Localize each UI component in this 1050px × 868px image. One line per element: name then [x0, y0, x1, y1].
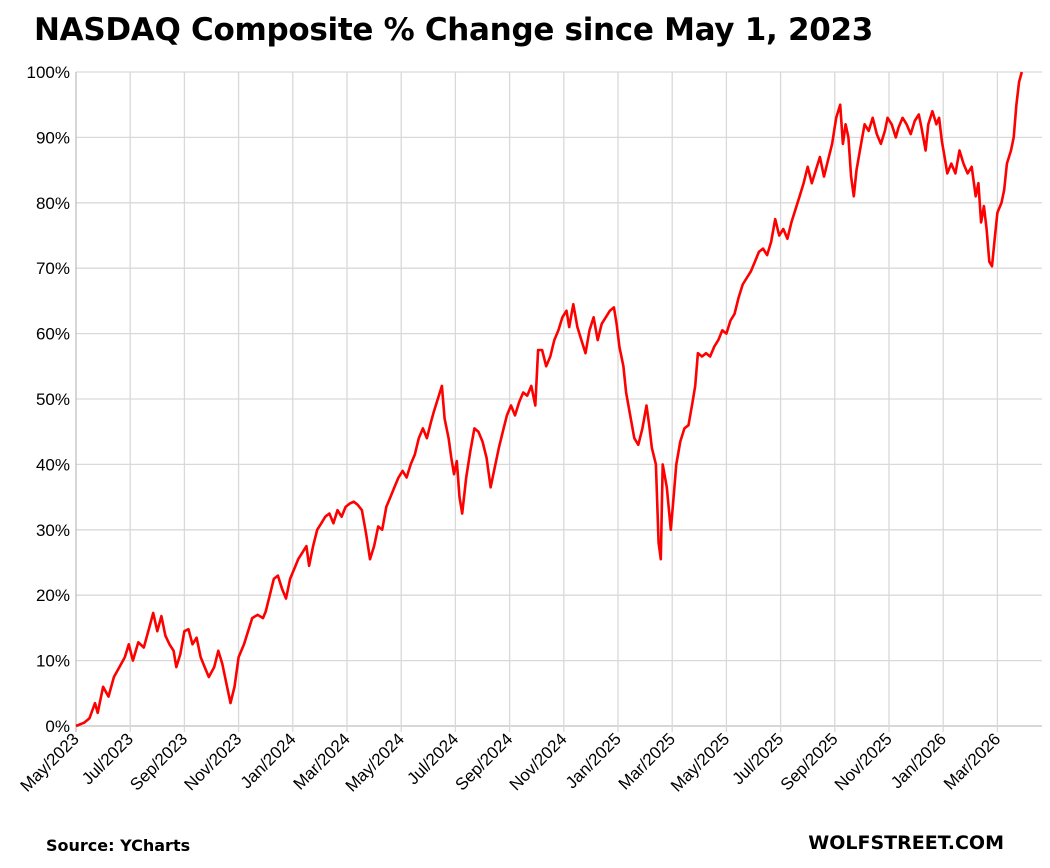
x-tick-label: Mar/2026 [940, 729, 1004, 793]
x-tick-label: Nov/2025 [831, 729, 896, 794]
x-tick-label: Nov/2023 [181, 729, 246, 794]
gridlines [75, 71, 1042, 732]
source-note: Source: YCharts [46, 836, 191, 855]
y-tick-label: 0% [45, 717, 70, 736]
x-tick-label: Nov/2024 [506, 729, 571, 794]
y-tick-label: 40% [36, 455, 70, 474]
y-tick-label: 50% [36, 390, 70, 409]
y-tick-label: 90% [36, 128, 70, 147]
y-axis-ticks: 0% 10% 20% 30% 40% 50% 60% 70% 80% 90% 100% [27, 63, 70, 736]
y-tick-label: 10% [36, 652, 70, 671]
y-tick-label: 60% [36, 325, 70, 344]
y-tick-label: 100% [27, 63, 70, 82]
y-tick-label: 70% [36, 259, 70, 278]
y-tick-label: 20% [36, 586, 70, 605]
x-tick-label: Jan/2025 [562, 729, 625, 792]
y-tick-label: 30% [36, 521, 70, 540]
x-tick-label: Sep/2025 [777, 729, 842, 794]
x-tick-label: Sep/2023 [126, 729, 191, 794]
series-line-nasdaq [75, 71, 1024, 728]
x-tick-label: May/2025 [667, 729, 733, 795]
x-axis-ticks: May/2023Jul/2023Sep/2023Nov/2023Jan/2024… [17, 729, 1005, 795]
x-tick-label: Sep/2024 [452, 729, 517, 794]
chart-title: NASDAQ Composite % Change since May 1, 2… [34, 12, 874, 48]
y-tick-label: 80% [36, 194, 70, 213]
x-tick-label: May/2023 [17, 729, 83, 795]
x-tick-label: May/2024 [342, 729, 408, 795]
wolfstreet-credit: WOLFSTREET.COM [808, 832, 1004, 854]
x-tick-label: Jan/2024 [237, 729, 300, 792]
x-tick-label: Jan/2026 [887, 729, 950, 792]
